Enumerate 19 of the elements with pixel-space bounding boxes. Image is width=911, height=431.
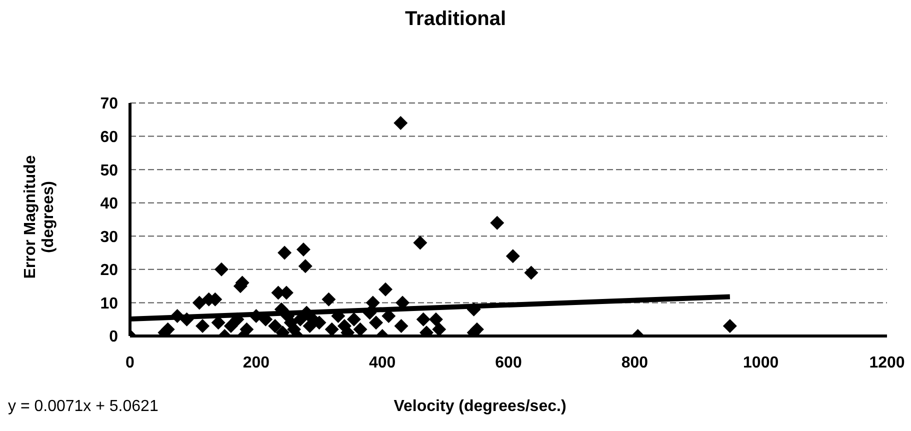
chart-title: Traditional bbox=[404, 8, 508, 31]
x-tick-label: 800 bbox=[621, 354, 648, 372]
x-tick-label: 1200 bbox=[869, 354, 905, 372]
y-tick-label: 40 bbox=[100, 196, 118, 213]
y-tick-label: 30 bbox=[100, 228, 118, 246]
x-tick-label: 0 bbox=[126, 354, 135, 372]
text: y = 0.0071x + 5.0621 bbox=[8, 398, 158, 416]
x-tick-label: 600 bbox=[495, 354, 522, 372]
y-tick-label: 70 bbox=[100, 96, 118, 113]
y-tick-label: 10 bbox=[100, 295, 118, 312]
y-tick-label: 20 bbox=[100, 262, 118, 280]
x-tick-label: 1000 bbox=[743, 354, 779, 372]
y-tick-label: 60 bbox=[100, 128, 118, 146]
x-axis-title: Velocity (degrees/sec.) bbox=[392, 398, 568, 416]
x-tick-label: 400 bbox=[368, 354, 396, 372]
y-tick-label: 0 bbox=[109, 328, 118, 346]
y-tick-label: 50 bbox=[100, 162, 118, 180]
y-axis-title: Error Magnitude (degrees) bbox=[22, 154, 58, 281]
x-tick-label: 200 bbox=[242, 354, 270, 372]
